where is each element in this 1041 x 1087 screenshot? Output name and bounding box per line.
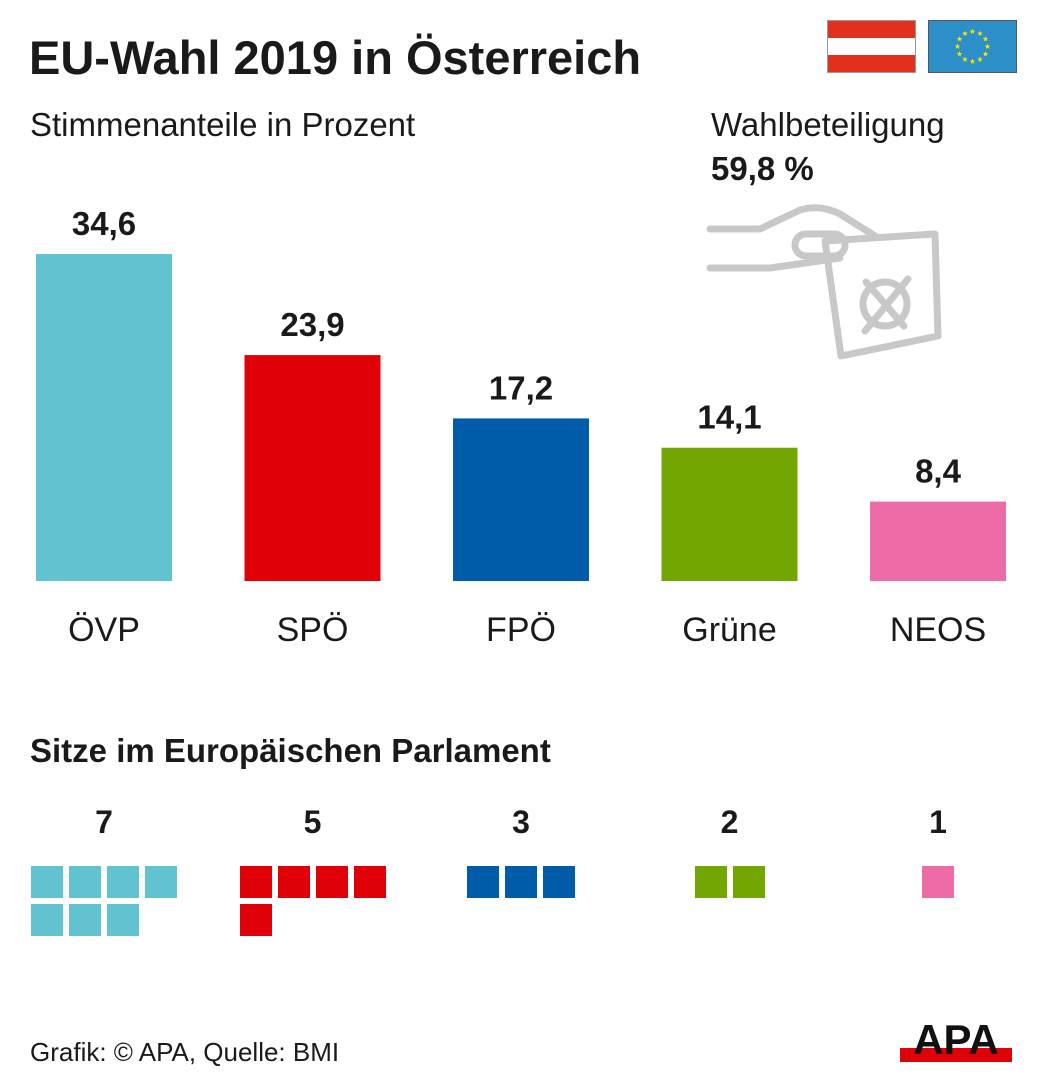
eu-star [984,43,991,49]
eu-star [977,30,983,36]
seat-square [467,866,499,898]
eu-star [969,28,976,34]
seat-square [505,866,537,898]
bar-fpoe [453,418,589,581]
seat-count-spoe: 5 [303,804,322,840]
value-label-neos: 8,4 [915,453,962,490]
seats-chart: 7 5 3 2 1 [0,790,1041,960]
eu-star [954,43,961,49]
category-label-spoe: SPÖ [277,611,349,649]
value-label-fpoe: 17,2 [489,369,553,406]
seat-square [922,866,954,898]
chart-subtitle: Stimmenanteile in Prozent [30,106,416,143]
seat-count-fpoe: 3 [512,804,530,840]
value-label-gruene: 14,1 [697,399,761,436]
category-label-neos: NEOS [890,611,986,649]
eu-star [969,58,976,64]
eu-star [962,30,968,36]
apa-logo-icon: APA [900,1016,1012,1063]
bar-neos [870,501,1006,581]
bar-chart: 34,6 23,9 17,2 14,1 8,4 ÖVP SPÖ FPÖ Grüne NEOS [36,205,1006,649]
seat-square [31,904,63,936]
value-label-spoe: 23,9 [280,306,344,343]
seat-square [543,866,575,898]
bar-gruene [661,447,798,581]
seat-count-neos: 1 [929,804,947,840]
seat-count-oevp: 7 [95,804,113,840]
flag-eu-icon [928,20,1017,73]
source-credit: Grafik: © APA, Quelle: BMI [30,1037,340,1067]
seat-square [69,904,101,936]
eu-star [977,56,983,62]
seat-square [239,866,272,898]
seat-square [315,866,348,898]
eu-star [956,36,963,42]
eu-star [982,36,989,42]
flag-austria-icon [827,20,916,73]
seat-square [239,904,272,936]
turnout-value: 59,8 % [711,150,814,187]
seats-section-title: Sitze im Europäischen Parlament [30,732,551,769]
seat-square [277,866,310,898]
category-label-oevp: ÖVP [68,611,140,649]
svg-text:APA: APA [913,1016,999,1063]
eu-star [962,56,968,62]
seat-square [31,866,63,898]
seat-square [145,866,177,898]
eu-star [956,51,963,57]
seat-square [107,866,139,898]
chart-title: EU-Wahl 2019 in Österreich [29,31,642,84]
seat-square [69,866,101,898]
seat-count-gruene: 2 [720,804,739,840]
seat-square [694,866,727,898]
seat-square [107,904,139,936]
eu-star [982,51,989,57]
category-label-gruene: Grüne [682,611,777,649]
ballot-hand-icon [706,204,942,360]
bar-oevp [36,254,172,581]
seat-square [732,866,765,898]
category-label-fpoe: FPÖ [486,611,556,649]
seat-square [353,866,386,898]
bar-spoe [244,355,381,581]
turnout-label: Wahlbeteiligung [711,106,945,143]
value-label-oevp: 34,6 [72,205,136,242]
